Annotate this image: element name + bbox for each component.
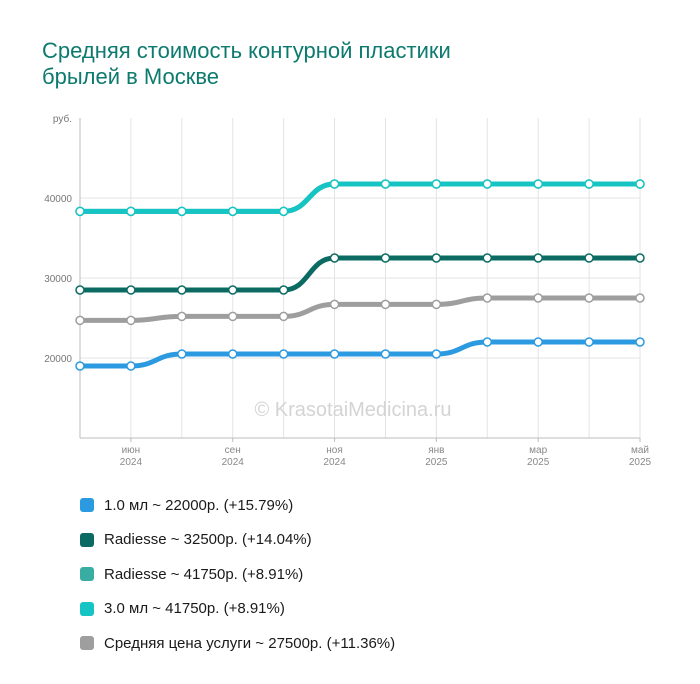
x-tick-label-year: 2024 xyxy=(120,457,143,468)
data-point xyxy=(431,349,442,359)
legend-swatch xyxy=(80,532,94,547)
legend-label: 1.0 мл ~ 22000р. (+15.79%) xyxy=(104,496,294,514)
x-tick-label-year: 2024 xyxy=(222,457,245,468)
data-point xyxy=(177,311,187,322)
series-1 xyxy=(75,337,645,371)
data-point xyxy=(278,206,289,217)
y-tick-label: 40000 xyxy=(44,194,72,205)
data-point xyxy=(278,349,289,359)
data-point xyxy=(75,315,85,326)
x-tick-label-month: сен xyxy=(225,445,241,456)
data-point xyxy=(227,349,238,359)
x-tick-label-month: май xyxy=(631,445,649,456)
x-tick-label-month: мар xyxy=(529,445,547,456)
legend: 1.0 мл ~ 22000р. (+15.79%) Radiesse ~ 325… xyxy=(80,488,640,661)
data-point xyxy=(75,361,85,371)
series xyxy=(75,179,645,371)
chart-title-line-1: Средняя стоимость контурной пластики xyxy=(42,38,451,63)
chart-title-line-2: брылей в Москве xyxy=(42,64,220,89)
data-point xyxy=(431,253,442,263)
chart-title: Средняя стоимость контурной пластики бры… xyxy=(42,38,642,90)
data-point xyxy=(431,179,442,189)
x-tick-label-year: 2025 xyxy=(629,457,652,468)
data-point xyxy=(482,337,493,347)
series-4 xyxy=(75,179,645,217)
data-point xyxy=(380,299,391,310)
x-tick-label-year: 2025 xyxy=(425,457,448,468)
x-tick-label-year: 2024 xyxy=(323,457,346,468)
data-point xyxy=(584,293,594,303)
data-point xyxy=(380,253,391,263)
axes: 200003000040000руб.июн2024сен2024ноя2024… xyxy=(44,113,651,468)
legend-label: Radiesse ~ 41750р. (+8.91%) xyxy=(104,565,304,583)
y-tick-label: 30000 xyxy=(44,274,72,285)
data-point xyxy=(584,253,594,263)
legend-swatch xyxy=(80,636,94,651)
legend-item: Средняя цена услуги ~ 27500р. (+11.36%) xyxy=(80,626,640,661)
x-tick-label-month: ноя xyxy=(326,445,343,456)
data-point xyxy=(329,179,340,189)
data-point xyxy=(533,253,543,263)
legend-label: Средняя цена услуги ~ 27500р. (+11.36%) xyxy=(104,634,396,652)
data-point xyxy=(126,315,136,326)
series-line xyxy=(77,255,643,293)
legend-item: 1.0 мл ~ 22000р. (+15.79%) xyxy=(80,488,640,523)
data-point xyxy=(126,361,136,371)
y-axis-label: руб. xyxy=(53,113,72,125)
legend-item: Radiesse ~ 41750р. (+8.91%) xyxy=(80,557,640,592)
legend-item: Radiesse ~ 32500р. (+14.04%) xyxy=(80,523,640,558)
series-line xyxy=(77,339,643,369)
legend-swatch xyxy=(80,567,94,582)
data-point xyxy=(227,311,238,322)
x-tick-label-month: янв xyxy=(428,445,444,456)
data-point xyxy=(635,253,645,263)
data-point xyxy=(227,285,238,295)
data-point xyxy=(431,299,442,310)
series-line xyxy=(77,295,643,323)
data-point xyxy=(533,337,543,347)
data-point xyxy=(482,253,493,263)
x-tick-label-year: 2025 xyxy=(527,457,550,468)
y-tick-label: 20000 xyxy=(44,354,72,365)
data-point xyxy=(278,311,289,322)
data-point xyxy=(482,179,493,189)
data-point xyxy=(635,337,645,347)
data-point xyxy=(329,349,340,359)
legend-label: Radiesse ~ 32500р. (+14.04%) xyxy=(104,531,312,549)
data-point xyxy=(126,206,136,217)
data-point xyxy=(533,293,543,303)
data-point xyxy=(635,293,645,303)
data-point xyxy=(584,179,594,189)
data-point xyxy=(75,285,85,295)
grid xyxy=(79,118,641,438)
series-2 xyxy=(75,253,645,295)
legend-item: 3.0 мл ~ 41750р. (+8.91%) xyxy=(80,592,640,627)
legend-swatch xyxy=(80,601,94,616)
legend-swatch xyxy=(80,498,94,513)
data-point xyxy=(380,349,391,359)
data-point xyxy=(177,349,187,359)
data-point xyxy=(177,206,187,217)
data-point xyxy=(533,179,543,189)
data-point xyxy=(380,179,391,189)
data-point xyxy=(126,285,136,295)
data-point xyxy=(177,285,187,295)
data-point xyxy=(75,206,85,217)
data-point xyxy=(227,206,238,217)
data-point xyxy=(482,293,493,303)
legend-label: 3.0 мл ~ 41750р. (+8.91%) xyxy=(104,600,285,618)
data-point xyxy=(584,337,594,347)
watermark: © KrasotaiMedicina.ru xyxy=(254,399,451,421)
data-point xyxy=(329,253,340,263)
series-5 xyxy=(75,293,645,326)
data-point xyxy=(278,285,289,295)
x-tick-label-month: июн xyxy=(122,445,141,456)
data-point xyxy=(635,179,645,189)
data-point xyxy=(329,299,340,310)
